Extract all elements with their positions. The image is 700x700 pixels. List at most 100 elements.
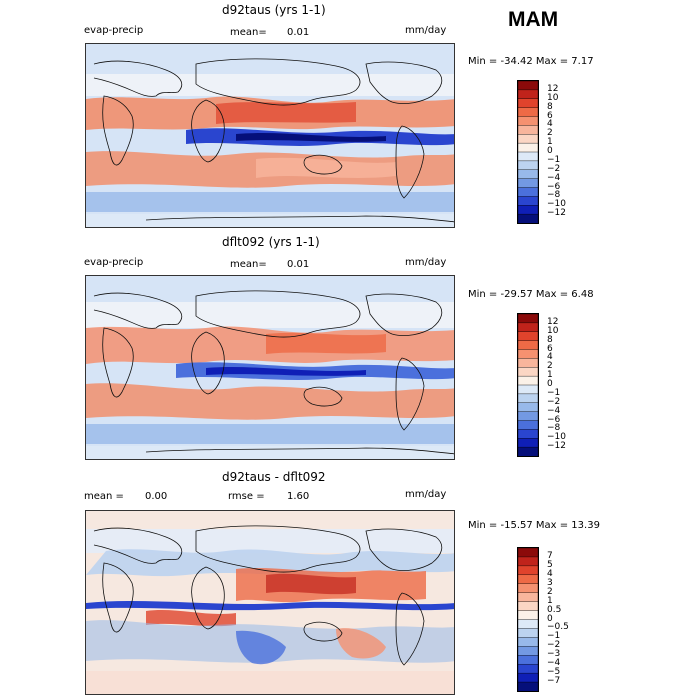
panel-2-map — [85, 275, 455, 460]
colorbar-swatch — [518, 142, 538, 153]
colorbar-label: −2 — [547, 396, 561, 407]
colorbar-label: 10 — [547, 325, 559, 336]
colorbar-swatch — [518, 160, 538, 171]
colorbar-label: −6 — [547, 414, 561, 425]
panel-2-variable-label: evap-precip — [84, 257, 144, 268]
colorbar-swatch — [518, 411, 538, 422]
colorbar-label: −8 — [547, 190, 561, 201]
colorbar-swatch — [518, 438, 538, 448]
colorbar-swatch — [518, 402, 538, 413]
colorbar-swatch — [518, 331, 538, 342]
colorbar-label: −2 — [547, 640, 561, 651]
colorbar-label: 3 — [547, 577, 553, 588]
colorbar-label: 1 — [547, 595, 553, 606]
colorbar-swatch — [518, 340, 538, 351]
colorbar-label: 0.5 — [547, 604, 562, 615]
panel-2-map-field — [86, 276, 454, 459]
colorbar-swatch — [518, 548, 538, 558]
colorbar-label: −4 — [547, 172, 561, 183]
panel-2-units: mm/day — [405, 257, 447, 268]
colorbar-swatch — [518, 116, 538, 127]
colorbar-label: 0 — [547, 613, 553, 624]
colorbar-label: −5 — [547, 667, 561, 678]
colorbar-swatch — [518, 89, 538, 100]
colorbar-swatch — [518, 358, 538, 368]
panel-2-colorbar-swatches — [518, 314, 538, 456]
colorbar-swatch — [518, 314, 538, 324]
colorbar-swatch — [518, 107, 538, 118]
colorbar-swatch — [518, 429, 538, 439]
colorbar-swatch — [518, 420, 538, 431]
colorbar-label: 4 — [547, 119, 553, 130]
panel-3-minmax: Min = -15.57 Max = 13.39 — [468, 520, 600, 531]
colorbar-swatch — [518, 637, 538, 648]
panel-1-mean-value: 0.01 — [287, 27, 310, 38]
panel-3-title: d92taus - dflt092 — [222, 470, 326, 484]
colorbar-label: −4 — [547, 405, 561, 416]
colorbar-swatch — [518, 367, 538, 377]
colorbar-label: 5 — [547, 559, 553, 570]
panel-1-title: d92taus (yrs 1-1) — [222, 3, 326, 17]
colorbar-swatch — [518, 446, 538, 456]
colorbar-swatch — [518, 565, 538, 576]
colorbar-label: −1 — [547, 154, 561, 165]
panel-3-rmse-label: rmse = — [228, 491, 265, 502]
colorbar-label: 2 — [547, 361, 553, 372]
colorbar-label: 2 — [547, 128, 553, 139]
colorbar-swatch — [518, 98, 538, 109]
colorbar-label: −7 — [547, 676, 561, 687]
colorbar-label: 2 — [547, 586, 553, 597]
colorbar-label: −6 — [547, 181, 561, 192]
panel-2-title: dflt092 (yrs 1-1) — [222, 235, 320, 249]
colorbar-swatch — [518, 349, 538, 360]
panel-2-colorbar — [517, 313, 539, 457]
colorbar-label: 8 — [547, 334, 553, 345]
panel-3-units: mm/day — [405, 489, 447, 500]
colorbar-label: −12 — [547, 208, 566, 219]
colorbar-label: 4 — [547, 568, 553, 579]
panel-3-map — [85, 510, 455, 695]
colorbar-label: 8 — [547, 101, 553, 112]
colorbar-swatch — [518, 205, 538, 215]
panel-1-variable-label: evap-precip — [84, 25, 144, 36]
panel-3-mean-label: mean = — [84, 491, 124, 502]
panel-2-minmax: Min = -29.57 Max = 6.48 — [468, 289, 594, 300]
colorbar-label: 4 — [547, 352, 553, 363]
colorbar-label: −12 — [547, 441, 566, 452]
colorbar-label: −10 — [547, 432, 566, 443]
colorbar-swatch — [518, 574, 538, 585]
colorbar-swatch — [518, 663, 538, 674]
colorbar-label: −8 — [547, 423, 561, 434]
colorbar-label: 12 — [547, 83, 559, 94]
colorbar-swatch — [518, 672, 538, 683]
colorbar-label: −1 — [547, 387, 561, 398]
panel-3-mean-value: 0.00 — [145, 491, 168, 502]
colorbar-swatch — [518, 619, 538, 630]
colorbar-label: 12 — [547, 316, 559, 327]
colorbar-swatch — [518, 384, 538, 395]
panel-3-colorbar — [517, 547, 539, 692]
panel-3-colorbar-swatches — [518, 548, 538, 691]
colorbar-swatch — [518, 213, 538, 223]
panel-1-map — [85, 43, 455, 228]
panel-1-mean-label: mean= — [230, 27, 267, 38]
colorbar-label: 6 — [547, 110, 553, 121]
colorbar-swatch — [518, 125, 538, 135]
colorbar-label: −2 — [547, 163, 561, 174]
colorbar-swatch — [518, 81, 538, 91]
colorbar-swatch — [518, 322, 538, 333]
panel-2-mean-label: mean= — [230, 259, 267, 270]
panel-1-units: mm/day — [405, 25, 447, 36]
colorbar-swatch — [518, 393, 538, 404]
colorbar-swatch — [518, 134, 538, 144]
colorbar-swatch — [518, 375, 538, 386]
colorbar-swatch — [518, 169, 538, 180]
colorbar-swatch — [518, 601, 538, 612]
panel-1-colorbar-swatches — [518, 81, 538, 223]
colorbar-label: −10 — [547, 199, 566, 210]
colorbar-label: 6 — [547, 343, 553, 354]
colorbar-label: 0 — [547, 146, 553, 156]
colorbar-label: 7 — [547, 550, 553, 561]
panel-1-minmax: Min = -34.42 Max = 7.17 — [468, 56, 594, 67]
panel-1-colorbar — [517, 80, 539, 224]
